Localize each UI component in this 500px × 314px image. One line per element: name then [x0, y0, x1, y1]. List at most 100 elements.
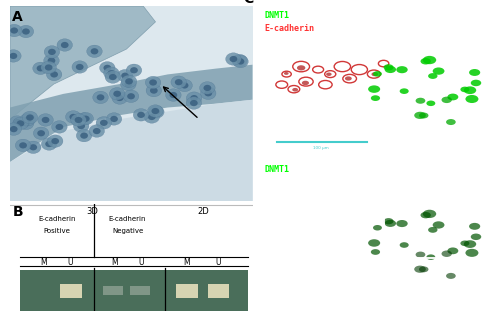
Circle shape [292, 88, 298, 92]
Circle shape [423, 56, 436, 64]
Circle shape [442, 97, 452, 103]
Circle shape [80, 133, 88, 139]
Circle shape [396, 66, 407, 73]
Text: U: U [68, 258, 73, 267]
Circle shape [116, 95, 124, 101]
Circle shape [22, 120, 30, 127]
Circle shape [166, 89, 181, 101]
Polygon shape [10, 6, 156, 119]
Circle shape [44, 46, 60, 58]
Circle shape [373, 71, 382, 77]
Circle shape [96, 116, 112, 129]
Circle shape [204, 90, 212, 96]
Circle shape [78, 112, 94, 125]
Circle shape [152, 108, 159, 114]
Circle shape [46, 68, 62, 81]
Bar [104, 286, 123, 295]
Circle shape [100, 120, 108, 126]
Circle shape [34, 127, 49, 139]
Circle shape [371, 249, 380, 255]
Circle shape [82, 116, 90, 122]
Circle shape [200, 87, 216, 100]
Circle shape [19, 142, 27, 149]
Circle shape [200, 82, 215, 94]
Circle shape [109, 74, 116, 80]
Circle shape [297, 65, 306, 70]
Circle shape [423, 210, 436, 218]
Text: 3D: 3D [86, 207, 99, 216]
Circle shape [24, 116, 32, 123]
Circle shape [44, 54, 59, 67]
Circle shape [466, 95, 478, 103]
Text: 2D: 2D [197, 207, 208, 216]
Circle shape [96, 94, 104, 100]
Circle shape [152, 109, 160, 115]
Bar [20, 270, 248, 311]
Circle shape [384, 218, 394, 224]
Circle shape [471, 234, 481, 240]
Circle shape [45, 141, 53, 147]
Circle shape [48, 57, 56, 64]
Circle shape [384, 64, 394, 70]
Circle shape [180, 82, 188, 89]
Circle shape [10, 126, 18, 132]
Circle shape [80, 116, 88, 122]
Circle shape [302, 81, 309, 85]
Circle shape [124, 81, 132, 87]
Circle shape [30, 144, 37, 150]
Circle shape [93, 91, 108, 104]
Circle shape [236, 58, 244, 65]
Circle shape [126, 64, 142, 77]
Circle shape [460, 241, 469, 246]
Text: C: C [243, 0, 253, 6]
Circle shape [446, 273, 456, 279]
Polygon shape [10, 100, 252, 201]
Circle shape [18, 117, 34, 130]
Circle shape [16, 120, 24, 127]
Text: Positive: Positive [44, 228, 70, 234]
Circle shape [448, 94, 458, 100]
Circle shape [74, 120, 89, 132]
Text: M: M [111, 258, 117, 267]
Circle shape [177, 79, 192, 92]
Circle shape [284, 72, 288, 75]
Circle shape [120, 78, 136, 90]
Circle shape [372, 72, 378, 76]
Circle shape [149, 79, 157, 86]
Circle shape [127, 93, 135, 100]
Circle shape [371, 95, 380, 101]
Circle shape [118, 69, 133, 82]
Circle shape [175, 79, 182, 85]
Circle shape [448, 247, 458, 254]
Circle shape [170, 92, 177, 98]
Circle shape [26, 141, 41, 154]
Circle shape [50, 71, 58, 78]
Circle shape [469, 223, 480, 230]
Circle shape [52, 121, 67, 133]
Circle shape [420, 58, 431, 64]
Circle shape [100, 62, 115, 74]
Circle shape [6, 24, 22, 37]
Circle shape [146, 84, 162, 97]
Bar [176, 284, 198, 298]
Circle shape [93, 128, 100, 134]
Circle shape [419, 112, 428, 118]
Circle shape [70, 114, 77, 120]
Circle shape [384, 66, 396, 73]
Circle shape [18, 25, 34, 38]
Circle shape [414, 266, 426, 273]
Text: B: B [12, 205, 23, 219]
Text: E-cadherin: E-cadherin [109, 216, 146, 222]
Circle shape [106, 113, 122, 125]
Bar [60, 284, 82, 298]
Circle shape [104, 65, 111, 71]
Circle shape [190, 95, 198, 101]
Circle shape [232, 54, 248, 67]
Circle shape [236, 57, 244, 64]
Circle shape [130, 67, 138, 73]
Circle shape [114, 91, 121, 97]
Circle shape [400, 88, 408, 94]
Circle shape [76, 64, 84, 70]
Circle shape [446, 119, 456, 125]
Circle shape [419, 266, 428, 272]
